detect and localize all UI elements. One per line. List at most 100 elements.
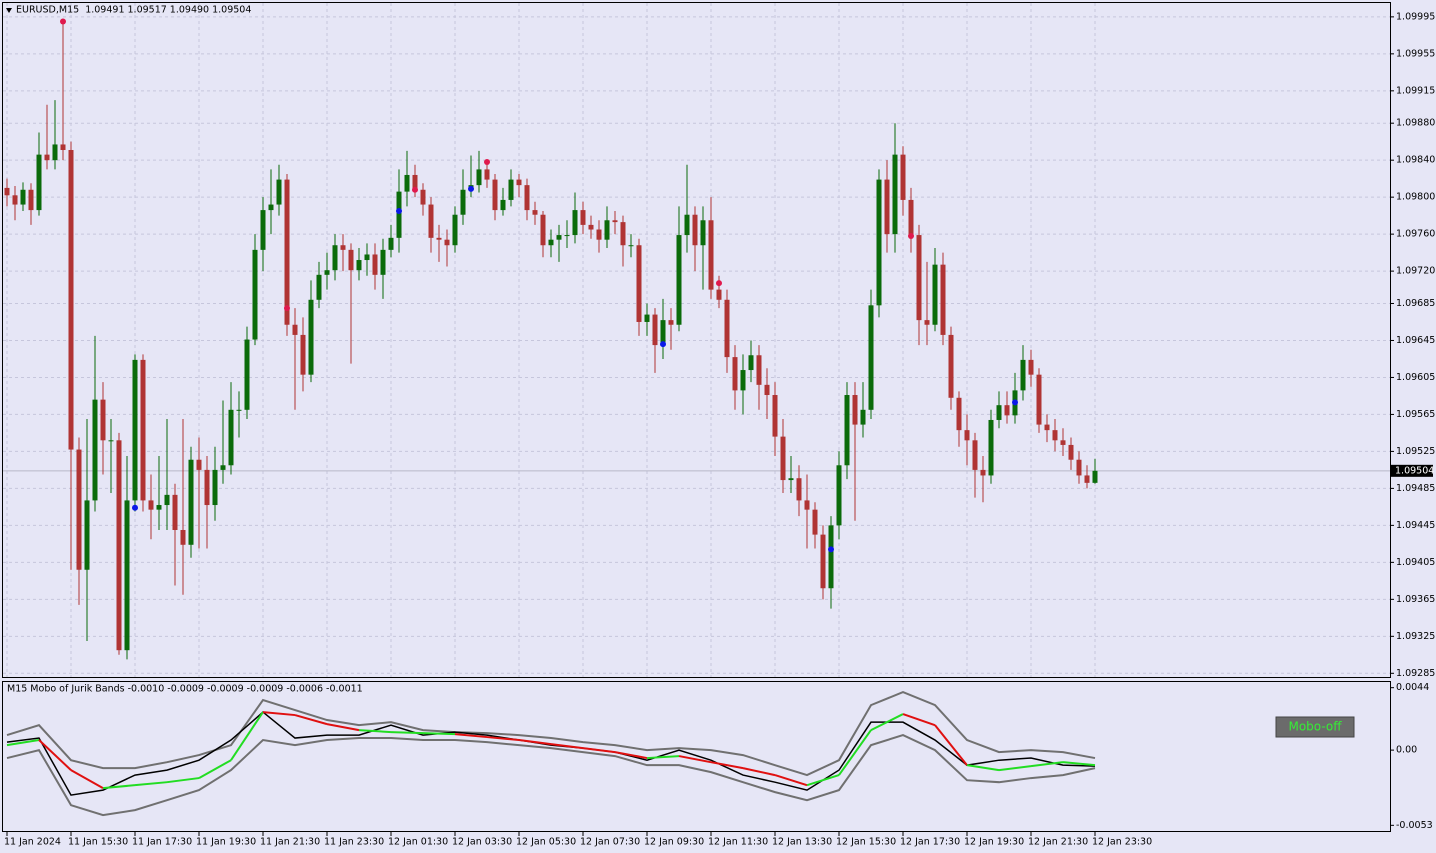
candle-body bbox=[356, 260, 362, 271]
candle-body bbox=[364, 254, 370, 261]
grid-layer bbox=[3, 3, 1390, 677]
candle-body bbox=[196, 459, 202, 470]
signal-dot bbox=[484, 159, 490, 166]
signal-line-segment bbox=[422, 732, 456, 736]
candle-body bbox=[388, 237, 394, 250]
candle-body bbox=[180, 529, 186, 545]
x-tick-label: 12 Jan 07:30 bbox=[580, 837, 640, 848]
candle-body bbox=[924, 320, 930, 325]
x-tick-label: 12 Jan 03:30 bbox=[452, 837, 512, 848]
candle-body bbox=[580, 210, 586, 225]
x-tick-label: 11 Jan 2024 bbox=[4, 837, 61, 848]
candle-body bbox=[212, 469, 218, 506]
candle-body bbox=[532, 210, 538, 215]
candle-body bbox=[60, 144, 66, 151]
y-tick-label: 1.09525 bbox=[1396, 446, 1435, 457]
signal-line-segment bbox=[486, 736, 520, 742]
candle-body bbox=[1084, 475, 1090, 483]
candle-body bbox=[780, 436, 786, 481]
y-tick-label: 1.09285 bbox=[1396, 668, 1435, 679]
x-tick-label: 11 Jan 17:30 bbox=[132, 837, 192, 848]
candle-body bbox=[172, 494, 178, 530]
candle-body bbox=[484, 169, 490, 180]
signal-line-segment bbox=[646, 755, 680, 760]
indicator-plot-frame bbox=[2, 681, 1391, 832]
candle-body bbox=[380, 249, 386, 275]
last-price-box bbox=[1391, 464, 1433, 477]
candle-body bbox=[668, 320, 674, 325]
candle-body bbox=[1004, 405, 1010, 416]
y-tick-label: 1.09645 bbox=[1396, 335, 1435, 346]
candle-body bbox=[1060, 440, 1066, 445]
signal-line-segment bbox=[1062, 761, 1096, 767]
candle-body bbox=[908, 199, 914, 236]
candle-body bbox=[796, 478, 802, 501]
x-tick-label: 12 Jan 01:30 bbox=[388, 837, 448, 848]
candle-body bbox=[756, 355, 762, 385]
candle-body bbox=[612, 220, 618, 223]
candle-body bbox=[12, 195, 18, 205]
candle-body bbox=[476, 169, 482, 186]
candle-body bbox=[1092, 470, 1098, 483]
y-tick-label: -0.0053 bbox=[1396, 820, 1433, 831]
x-tick-label: 12 Jan 13:30 bbox=[772, 837, 832, 848]
candle-body bbox=[972, 440, 978, 470]
signal-line-segment bbox=[166, 777, 200, 784]
candle-body bbox=[1044, 424, 1050, 431]
mobo-button[interactable] bbox=[1275, 716, 1355, 738]
signal-line-segment bbox=[550, 743, 584, 750]
candle-body bbox=[764, 384, 770, 396]
candle-body bbox=[404, 174, 410, 192]
x-tick-label: 12 Jan 15:30 bbox=[836, 837, 896, 848]
signal-line-segment bbox=[294, 714, 328, 726]
candle-body bbox=[772, 395, 778, 437]
signal-line-segment bbox=[998, 765, 1032, 772]
candle-body bbox=[20, 189, 26, 205]
indicator-line bbox=[6, 734, 1096, 817]
x-tick-label: 12 Jan 09:30 bbox=[644, 837, 704, 848]
y-tick-label: 1.09365 bbox=[1396, 594, 1435, 605]
candle-body bbox=[620, 222, 626, 246]
candle-body bbox=[276, 179, 282, 205]
candle-body bbox=[748, 355, 754, 371]
mobo-button-label[interactable]: Mobo-off bbox=[1288, 720, 1342, 734]
candle-body bbox=[148, 500, 154, 510]
y-tick-label: 1.09955 bbox=[1396, 48, 1435, 59]
signal-dot bbox=[468, 185, 474, 192]
candle-body bbox=[108, 440, 114, 442]
candle-body bbox=[628, 245, 634, 247]
candle-body bbox=[804, 500, 810, 510]
signal-line-segment bbox=[326, 723, 360, 732]
candle-body bbox=[140, 359, 146, 501]
candle-body bbox=[204, 469, 210, 506]
x-tick-label: 12 Jan 05:30 bbox=[516, 837, 576, 848]
signal-line-segment bbox=[934, 724, 968, 766]
signal-line-segment bbox=[102, 784, 136, 790]
x-tick-label: 12 Jan 23:30 bbox=[1092, 837, 1152, 848]
candle-body bbox=[260, 210, 266, 250]
candle-body bbox=[556, 235, 562, 240]
candle-body bbox=[676, 235, 682, 325]
candle-body bbox=[572, 210, 578, 236]
y-tick-label: 1.09720 bbox=[1396, 266, 1435, 277]
y-tick-label: 1.09915 bbox=[1396, 85, 1435, 96]
candle-body bbox=[292, 324, 298, 335]
candle-body bbox=[788, 478, 794, 481]
candle-body bbox=[188, 459, 194, 545]
x-tick-label: 12 Jan 17:30 bbox=[900, 837, 960, 848]
candle-body bbox=[948, 334, 954, 398]
x-tick-label: 11 Jan 19:30 bbox=[196, 837, 256, 848]
candle-body bbox=[1068, 444, 1074, 460]
candle-body bbox=[44, 154, 50, 161]
collapse-arrow[interactable] bbox=[6, 8, 12, 13]
signal-line-segment bbox=[678, 755, 712, 764]
x-tick-label: 11 Jan 21:30 bbox=[260, 837, 320, 848]
candle-body bbox=[340, 245, 346, 250]
indicator-title: M15 Mobo of Jurik Bands -0.0010 -0.0009 … bbox=[7, 684, 363, 695]
candle-body bbox=[236, 409, 242, 411]
x-tick-label: 12 Jan 21:30 bbox=[1028, 837, 1088, 848]
candle-body bbox=[444, 239, 450, 246]
candle-body bbox=[980, 469, 986, 476]
candle-body bbox=[540, 214, 546, 246]
